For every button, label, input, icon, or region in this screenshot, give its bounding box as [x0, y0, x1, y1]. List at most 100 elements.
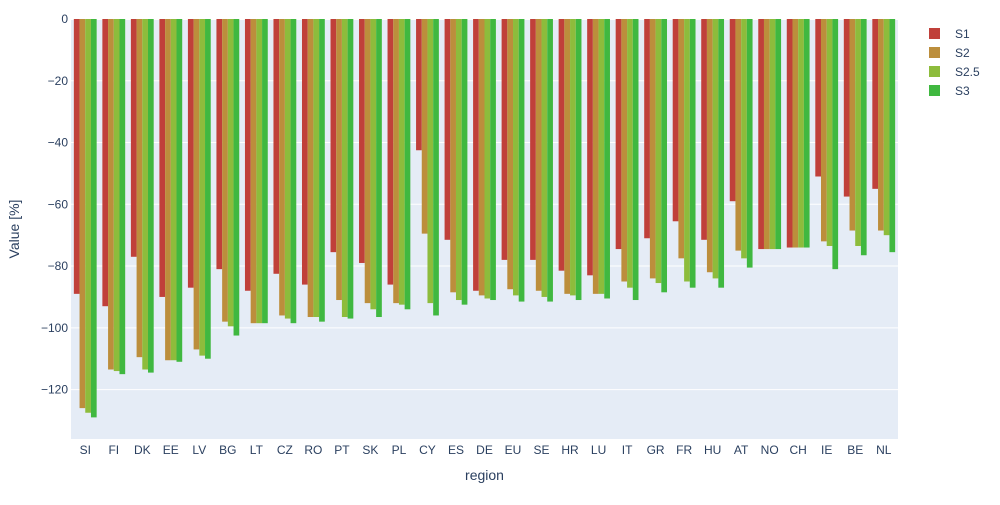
bar[interactable] [843, 19, 850, 197]
bar[interactable] [598, 19, 605, 294]
legend-item[interactable]: S2 [929, 46, 970, 60]
bar[interactable] [701, 19, 707, 240]
bar[interactable] [878, 19, 884, 231]
bar[interactable] [148, 19, 154, 373]
bar[interactable] [706, 19, 713, 273]
bar[interactable] [815, 19, 821, 177]
bar[interactable] [883, 19, 890, 236]
bar[interactable] [319, 19, 325, 322]
bar[interactable] [592, 19, 599, 294]
bar[interactable] [227, 19, 234, 327]
bar[interactable] [398, 19, 405, 305]
bar[interactable] [547, 19, 553, 302]
bar[interactable] [798, 19, 804, 248]
bar[interactable] [370, 19, 377, 310]
bar[interactable] [341, 19, 348, 318]
bar[interactable] [450, 19, 456, 293]
bar[interactable] [273, 19, 280, 274]
bar[interactable] [484, 19, 491, 299]
bar[interactable] [735, 19, 742, 251]
bar[interactable] [165, 19, 171, 361]
bar[interactable] [301, 19, 308, 285]
bar[interactable] [729, 19, 736, 202]
bar[interactable] [855, 19, 861, 246]
bar[interactable] [889, 19, 896, 253]
bar[interactable] [364, 19, 371, 304]
bar[interactable] [792, 19, 799, 248]
bar[interactable] [769, 19, 776, 250]
bar[interactable] [130, 19, 137, 257]
bar[interactable] [746, 19, 753, 268]
bar[interactable] [187, 19, 194, 288]
bar[interactable] [535, 19, 542, 291]
bar[interactable] [421, 19, 428, 234]
bar[interactable] [741, 19, 747, 259]
bar[interactable] [113, 19, 120, 372]
bar[interactable] [313, 19, 320, 318]
bar[interactable] [478, 19, 485, 296]
bar[interactable] [832, 19, 839, 270]
bar[interactable] [501, 19, 508, 260]
bar[interactable] [775, 19, 782, 250]
bar[interactable] [205, 19, 211, 359]
bar[interactable] [661, 19, 668, 293]
bar[interactable] [672, 19, 679, 222]
bar[interactable] [222, 19, 228, 322]
bar[interactable] [250, 19, 257, 324]
bar[interactable] [621, 19, 628, 282]
bar[interactable] [142, 19, 148, 370]
bar[interactable] [575, 19, 582, 301]
bar[interactable] [564, 19, 571, 294]
bar[interactable] [85, 19, 91, 413]
bar[interactable] [427, 19, 434, 304]
bar[interactable] [284, 19, 291, 319]
bar[interactable] [159, 19, 166, 297]
bar[interactable] [176, 19, 183, 362]
bar[interactable] [518, 19, 525, 302]
bar[interactable] [655, 19, 662, 284]
legend-item[interactable]: S3 [929, 84, 970, 98]
bar[interactable] [826, 19, 833, 246]
bar[interactable] [541, 19, 548, 297]
bar[interactable] [615, 19, 622, 250]
bar[interactable] [170, 19, 177, 361]
bar[interactable] [233, 19, 240, 336]
bar[interactable] [347, 19, 354, 319]
bar[interactable] [387, 19, 394, 285]
legend[interactable]: S1 S2 S2.5 S3 [929, 27, 980, 98]
bar[interactable] [102, 19, 109, 307]
bar[interactable] [689, 19, 696, 288]
bar[interactable] [416, 19, 422, 151]
bar[interactable] [627, 19, 633, 288]
bar[interactable] [632, 19, 639, 301]
bar[interactable] [803, 19, 810, 248]
bar[interactable] [359, 19, 365, 263]
bar[interactable] [279, 19, 285, 316]
bar[interactable] [872, 19, 879, 189]
bar[interactable] [108, 19, 114, 370]
bar[interactable] [678, 19, 685, 259]
bar[interactable] [473, 19, 479, 291]
legend-item[interactable]: S1 [929, 27, 970, 41]
bar[interactable] [587, 19, 593, 276]
bar[interactable] [530, 19, 536, 260]
bar[interactable] [649, 19, 656, 279]
bar[interactable] [513, 19, 519, 296]
bar[interactable] [558, 19, 565, 271]
bar[interactable] [330, 19, 337, 253]
bar[interactable] [73, 19, 80, 294]
bar[interactable] [821, 19, 827, 242]
bar[interactable] [758, 19, 764, 250]
bar[interactable] [763, 19, 770, 250]
bar[interactable] [79, 19, 86, 409]
bar[interactable] [644, 19, 650, 239]
bar[interactable] [786, 19, 793, 248]
bar[interactable] [393, 19, 399, 304]
bar[interactable] [444, 19, 451, 240]
bar[interactable] [570, 19, 576, 296]
bar[interactable] [712, 19, 719, 279]
bar[interactable] [433, 19, 439, 316]
bar[interactable] [90, 19, 97, 418]
bar[interactable] [461, 19, 468, 305]
bar[interactable] [849, 19, 856, 231]
